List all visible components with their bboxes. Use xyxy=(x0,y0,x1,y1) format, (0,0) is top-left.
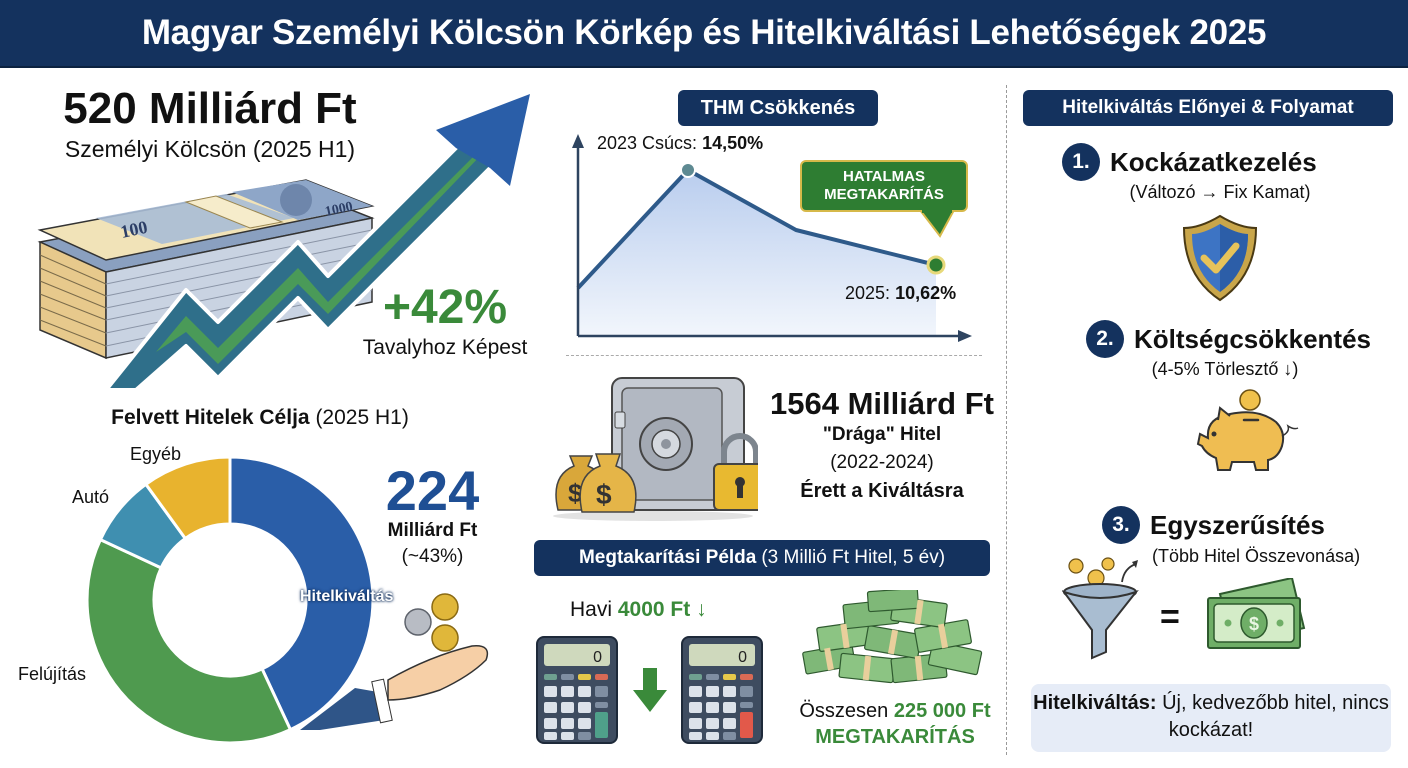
cash-bill-icon: $ xyxy=(1207,578,1306,649)
total-prefix: Összesen xyxy=(799,700,889,722)
savings-title-bold: Megtakarítási Példa xyxy=(578,547,757,568)
benefit-step-2: 2. Költségcsökkentés xyxy=(1086,320,1371,358)
step-subtitle: (4-5% Törlesztő ↓) xyxy=(1151,359,1299,379)
svg-text:1000: 1000 xyxy=(324,199,355,219)
total-saving: Összesen 225 000 Ft xyxy=(790,700,1000,723)
funnel-icon xyxy=(1062,557,1139,660)
step-title: Kockázatkezelés xyxy=(1110,146,1317,177)
total-value: 225 000 Ft xyxy=(893,700,991,722)
step-number-badge: 2. xyxy=(1086,320,1124,358)
thm-line-chart xyxy=(572,134,972,342)
summary-bold: Hitelkiváltás: xyxy=(1033,692,1157,714)
peak-point xyxy=(680,162,696,178)
banner-pointer xyxy=(920,210,956,238)
loan-volume-amount: 520 Milliárd Ft xyxy=(63,84,357,133)
step-subtitle: (Több Hitel Összevonása) xyxy=(1152,546,1361,566)
thm-peak-label: 2023 Csúcs: 14,50% xyxy=(597,133,763,154)
purpose-title-bold: Felvett Hitelek Célja xyxy=(111,406,310,429)
header-bar: Magyar Személyi Kölcsön Körkép és Hitelk… xyxy=(0,0,1408,68)
legend-label-auto: Autó xyxy=(72,487,110,507)
step-subtitle: (Változó → Fix Kamat) xyxy=(1129,182,1311,202)
refinance-amount-value: 224 xyxy=(385,459,480,522)
expensive-loan-note: Érett a Kiváltásra xyxy=(800,480,964,502)
calculator-icon: 0 xyxy=(536,636,618,744)
total-saving-label: MEGTAKARÍTÁS xyxy=(815,726,975,748)
refinance-share: (~43%) xyxy=(401,546,464,567)
money-bag-icon: $ $ xyxy=(555,453,637,513)
svg-text:$: $ xyxy=(568,478,583,508)
calculator-icon: 0 xyxy=(681,636,763,744)
calc-display: 0 xyxy=(593,649,602,666)
current-value: 10,62% xyxy=(895,283,957,303)
expensive-loan-amount: 1564 Milliárd Ft xyxy=(770,386,994,421)
svg-text:$: $ xyxy=(596,479,612,510)
refinance-amount-unit: Milliárd Ft xyxy=(387,520,478,541)
piggy-bank-icon xyxy=(1196,389,1299,471)
monthly-prefix: Havi xyxy=(570,598,613,621)
legend-label-felujitas: Felújítás xyxy=(18,664,87,684)
purpose-title-light: (2025 H1) xyxy=(315,406,409,429)
column-divider xyxy=(1006,85,1007,755)
cash-pile-icon xyxy=(802,590,983,684)
page-title: Magyar Személyi Kölcsön Körkép és Hitelk… xyxy=(141,13,1267,52)
savings-banner: HATALMAS MEGTAKARÍTÁS xyxy=(800,160,968,212)
thm-section-title: THM Csökkenés xyxy=(678,90,878,126)
shield-check-icon xyxy=(1182,214,1258,302)
benefits-section-title: Hitelkiváltás Előnyei & Folyamat xyxy=(1023,90,1393,126)
banner-line-2: MEGTAKARÍTÁS xyxy=(824,186,944,203)
legend-label-egyeb: Egyéb xyxy=(130,444,182,464)
growth-label: Tavalyhoz Képest xyxy=(362,336,528,359)
refinance-summary-box: Hitelkiváltás: Új, kedvezőbb hitel, ninc… xyxy=(1031,684,1391,752)
expensive-loan-years: (2022-2024) xyxy=(830,452,934,473)
money-stack-icon: 100 1000 xyxy=(37,92,532,390)
hand-coins-icon xyxy=(300,593,489,730)
banner-line-1: HATALMAS xyxy=(843,168,925,185)
expensive-loan-label: "Drága" Hitel xyxy=(822,424,942,445)
svg-text:$: $ xyxy=(1249,614,1259,634)
growth-percentage: +42% xyxy=(382,281,508,334)
loan-volume-subtitle: Személyi Kölcsön (2025 H1) xyxy=(64,136,356,162)
monthly-saving: Havi 4000 Ft ↓ xyxy=(570,598,707,622)
safe-icon: $ $ xyxy=(553,377,758,521)
thm-current-label: 2025: 10,62% xyxy=(845,283,956,304)
slice-label-hitelkivaltas: Hitelkiváltás xyxy=(300,588,394,605)
calc-display: 0 xyxy=(738,649,747,666)
purpose-chart-title: Felvett Hitelek Célja (2025 H1) xyxy=(40,406,480,430)
step-title: Költségcsökkentés xyxy=(1134,323,1371,354)
slice-egyeb xyxy=(143,455,232,541)
slice-felujitas xyxy=(85,537,293,745)
benefit-step-1: 1. Kockázatkezelés xyxy=(1062,143,1317,181)
savings-example-title: Megtakarítási Példa (3 Millió Ft Hitel, … xyxy=(534,540,990,576)
current-label-text: 2025: xyxy=(845,283,891,303)
step-number-badge: 1. xyxy=(1062,143,1100,181)
benefit-step-3: 3. Egyszerűsítés xyxy=(1102,506,1325,544)
down-arrow-icon: ↓ xyxy=(696,598,707,621)
padlock-icon xyxy=(713,463,758,511)
green-down-arrow-icon xyxy=(633,668,667,712)
summary-text: Új, kedvezőbb hitel, nincs kockázat! xyxy=(1162,692,1389,741)
trend-arrow-icon xyxy=(104,92,532,390)
savings-title-light: (3 Millió Ft Hitel, 5 év) xyxy=(761,547,946,568)
section-divider xyxy=(566,355,982,356)
peak-label-text: 2023 Csúcs: xyxy=(597,133,698,153)
current-point xyxy=(926,255,946,275)
monthly-value: 4000 Ft xyxy=(617,598,691,621)
coin-icon xyxy=(1239,389,1261,411)
step-title: Egyszerűsítés xyxy=(1150,509,1325,540)
peak-value: 14,50% xyxy=(702,133,764,153)
slice-hitelkivaltas xyxy=(228,455,375,732)
purpose-donut-chart xyxy=(85,455,375,745)
step-number-badge: 3. xyxy=(1102,506,1140,544)
equals-sign: = xyxy=(1160,598,1180,636)
